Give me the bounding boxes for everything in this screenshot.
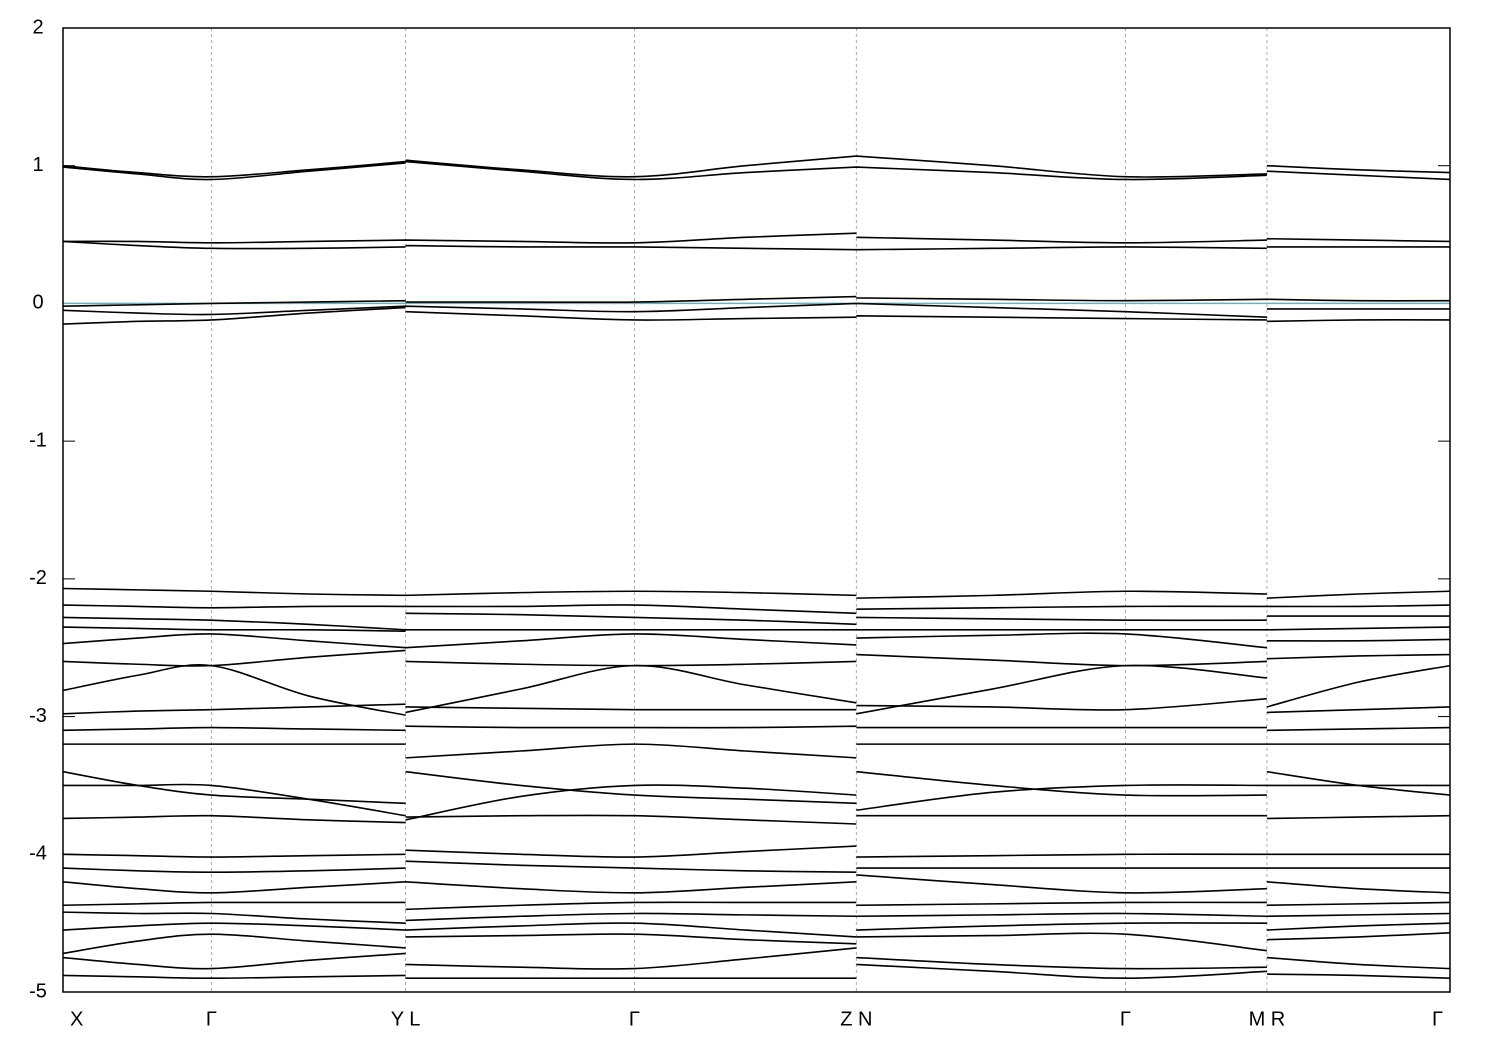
band-line [62, 649, 1451, 667]
x-tick-label: Γ [1432, 1008, 1443, 1030]
y-tick-label: 1 [32, 154, 43, 176]
band-line [62, 155, 1451, 178]
plot-frame [62, 27, 1451, 993]
band-line [62, 604, 1451, 615]
x-tick-label: X [70, 1008, 83, 1030]
y-tick-label: 2 [32, 16, 43, 38]
y-tick-label: -1 [29, 429, 47, 451]
y-tick-label: -2 [29, 567, 47, 589]
band-line [62, 922, 1451, 938]
band-line [62, 160, 1451, 181]
x-tick-label: Γ [629, 1008, 640, 1030]
y-tick-label: 0 [32, 292, 43, 314]
band-line [62, 725, 1451, 732]
band-line [62, 947, 1451, 970]
x-tick-label: Z N [840, 1008, 872, 1030]
band-line [62, 302, 1450, 318]
band-line [62, 860, 1450, 873]
band-line [62, 626, 1451, 632]
band-line [62, 232, 1451, 244]
y-tick-label: -5 [29, 980, 47, 1002]
band-line [62, 612, 1450, 631]
y-tick-label: -4 [29, 843, 47, 865]
band-line [62, 845, 1450, 858]
band-line [62, 295, 1451, 307]
band-line [62, 306, 1451, 325]
band-line [62, 874, 1451, 894]
band-line [62, 814, 1451, 825]
band-line [63, 743, 1450, 759]
x-tick-label: M R [1249, 1008, 1286, 1030]
x-tick-label: Y L [391, 1008, 421, 1030]
x-tick-label: Γ [1120, 1008, 1131, 1030]
band-line [62, 632, 1451, 649]
band-line [62, 963, 1451, 980]
y-tick-label: -3 [29, 705, 47, 727]
band-line [62, 770, 1451, 805]
band-line [63, 783, 1450, 821]
band-line [62, 931, 1451, 955]
band-line [62, 240, 1450, 251]
x-tick-label: Γ [206, 1008, 217, 1030]
band-line [62, 664, 1451, 716]
band-line [62, 587, 1451, 599]
band-line [62, 901, 1451, 911]
band-line [62, 697, 1451, 715]
band-line [62, 911, 1451, 924]
